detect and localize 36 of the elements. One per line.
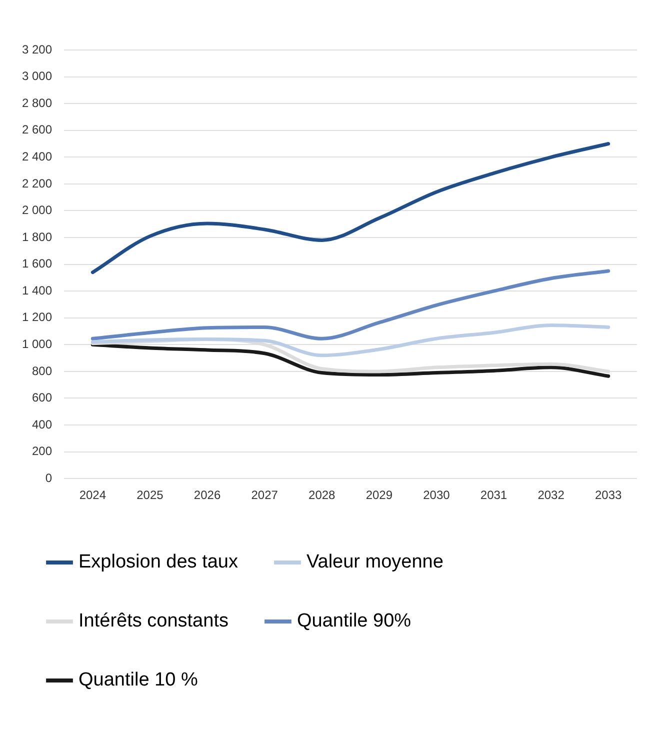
legend-label: Quantile 90%	[296, 610, 412, 632]
x-tick-label: 2027	[251, 488, 278, 502]
y-tick-label: 400	[32, 417, 52, 432]
y-tick-label: 2 200	[22, 176, 52, 190]
x-tick-label: 2025	[136, 488, 164, 502]
x-tick-label: 2029	[366, 488, 393, 502]
line-series	[90, 142, 610, 274]
y-tick-label: 2 800	[22, 96, 52, 110]
legend-label: Intérêts constants	[78, 610, 228, 632]
line-series	[90, 269, 610, 340]
y-tick-label: 3 000	[22, 69, 52, 84]
legend-label: Quantile 10 %	[78, 670, 198, 691]
line-series	[90, 342, 610, 378]
x-tick-label: 2030	[423, 488, 450, 502]
legend-label: Explosion des taux	[78, 552, 238, 573]
legend-label: Valeur moyenne	[306, 552, 444, 573]
y-tick-label: 1 400	[22, 283, 52, 298]
x-tick-label: 2028	[308, 488, 336, 502]
line-series	[90, 323, 610, 358]
y-tick-label: 1 000	[22, 336, 52, 351]
y-tick-label: 2 600	[22, 122, 52, 137]
x-tick-label: 2024	[79, 488, 106, 502]
x-tick-label: 2033	[595, 488, 622, 502]
y-tick-label: 800	[32, 364, 52, 378]
y-tick-label: 1 600	[22, 256, 52, 271]
y-tick-label: 600	[32, 390, 52, 405]
y-tick-label: 1 200	[22, 310, 52, 324]
x-tick-label: 2026	[194, 488, 221, 502]
x-tick-label: 2032	[538, 488, 565, 502]
y-tick-label: 1 800	[22, 230, 52, 244]
x-tick-label: 2031	[480, 488, 508, 502]
y-tick-label: 3 200	[22, 42, 52, 56]
y-tick-label: 2 000	[22, 203, 52, 218]
y-tick-label: 0	[45, 470, 52, 485]
y-tick-label: 200	[32, 444, 52, 458]
y-tick-label: 2 400	[22, 149, 52, 164]
